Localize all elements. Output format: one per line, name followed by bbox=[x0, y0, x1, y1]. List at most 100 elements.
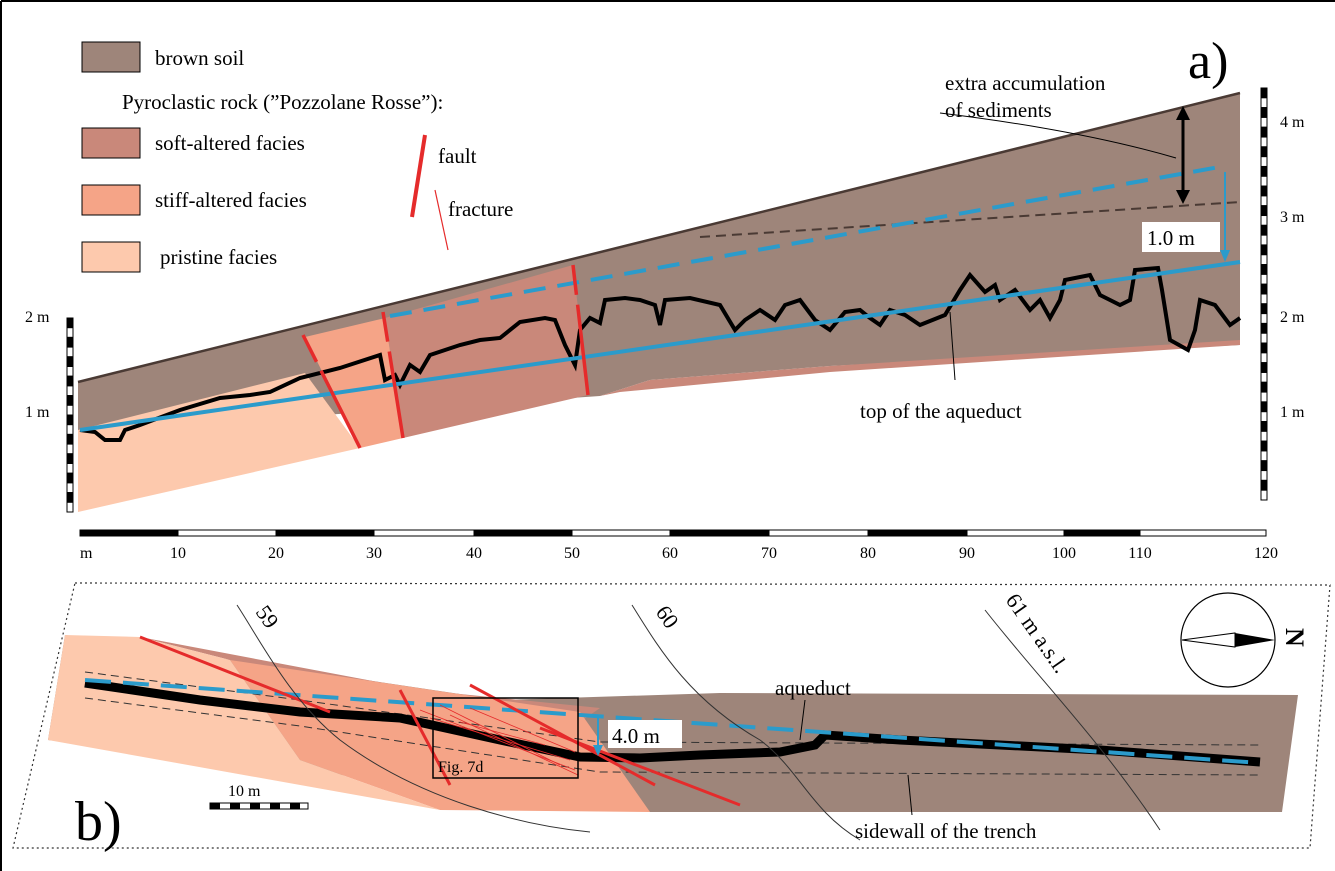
scale-segment bbox=[1064, 530, 1140, 536]
scale-segment bbox=[1261, 235, 1267, 245]
scale-segment bbox=[1140, 530, 1266, 536]
distance-label: 50 bbox=[564, 545, 580, 562]
scale-segment bbox=[1261, 382, 1267, 392]
scale-segment bbox=[670, 530, 769, 536]
scale-segment bbox=[1261, 451, 1267, 461]
scale-segment bbox=[769, 530, 868, 536]
scale-segment bbox=[67, 347, 73, 357]
scale-segment bbox=[67, 493, 73, 503]
scale-label: 10 m bbox=[228, 783, 261, 800]
distance-label: 90 bbox=[959, 545, 975, 562]
scale-segment bbox=[80, 530, 178, 536]
legend-swatch bbox=[82, 42, 140, 72]
legend-label: fault bbox=[438, 144, 477, 168]
scale-segment bbox=[276, 530, 374, 536]
legend-label: stiff-altered facies bbox=[155, 188, 307, 212]
right-scale-label: 2 m bbox=[1280, 309, 1305, 326]
distance-label: 70 bbox=[761, 545, 777, 562]
scale-segment bbox=[1261, 490, 1267, 500]
annotation: aqueduct bbox=[775, 676, 851, 700]
annotation: 1.0 m bbox=[1147, 226, 1195, 250]
scale-segment bbox=[67, 473, 73, 483]
scale-segment bbox=[67, 337, 73, 347]
right-scale-label: 3 m bbox=[1280, 209, 1305, 226]
scale-segment bbox=[1261, 353, 1267, 363]
distance-label: 110 bbox=[1128, 545, 1151, 562]
scale-segment bbox=[1261, 176, 1267, 186]
scale-segment bbox=[1261, 186, 1267, 196]
scale-segment bbox=[67, 425, 73, 435]
scale-segment bbox=[67, 367, 73, 377]
scale-segment bbox=[1261, 117, 1267, 127]
annotation: 4.0 m bbox=[612, 724, 660, 748]
scale-segment bbox=[1261, 108, 1267, 118]
left-scale-label: 2 m bbox=[25, 309, 50, 326]
scale-segment bbox=[1261, 196, 1267, 206]
distance-label: 20 bbox=[268, 545, 284, 562]
distance-label: 100 bbox=[1052, 545, 1076, 562]
scale-segment bbox=[572, 530, 670, 536]
legend-label: pristine facies bbox=[160, 245, 277, 269]
scale-segment bbox=[67, 386, 73, 396]
legend-label: soft-altered facies bbox=[155, 131, 305, 155]
distance-label: 80 bbox=[860, 545, 876, 562]
legend-heading: Pyroclastic rock (”Pozzolane Rosse”): bbox=[122, 90, 443, 114]
distance-label: 40 bbox=[466, 545, 482, 562]
legend-swatch bbox=[82, 185, 140, 215]
scale-segment bbox=[1261, 147, 1267, 157]
scale-segment bbox=[67, 396, 73, 406]
scale-segment bbox=[374, 530, 474, 536]
scale-segment bbox=[1261, 166, 1267, 176]
legend-label: brown soil bbox=[155, 46, 244, 70]
legend-label: fracture bbox=[448, 197, 513, 221]
scale-segment bbox=[1261, 137, 1267, 147]
scale-segment bbox=[1261, 294, 1267, 304]
scale-segment bbox=[67, 328, 73, 338]
scale-segment bbox=[67, 502, 73, 512]
scale-segment bbox=[1261, 363, 1267, 373]
scale-segment bbox=[1261, 422, 1267, 432]
scale-segment bbox=[1261, 255, 1267, 265]
annotation: extra accumulation bbox=[945, 71, 1106, 95]
distance-label: 30 bbox=[366, 545, 382, 562]
scale-segment bbox=[67, 444, 73, 454]
distance-label: 120 bbox=[1254, 545, 1278, 562]
left-scale-label: 1 m bbox=[25, 404, 50, 421]
legend-swatch bbox=[82, 128, 140, 158]
scale-segment bbox=[1261, 304, 1267, 314]
scale-segment bbox=[1261, 372, 1267, 382]
scale-segment bbox=[1261, 206, 1267, 216]
scale-segment bbox=[1261, 323, 1267, 333]
annotation: of sediments bbox=[945, 98, 1052, 122]
scale-segment bbox=[67, 483, 73, 493]
scale-segment bbox=[1261, 431, 1267, 441]
scale-segment bbox=[67, 405, 73, 415]
scale-segment bbox=[1261, 333, 1267, 343]
scale-segment bbox=[67, 318, 73, 328]
scale-segment bbox=[1261, 412, 1267, 422]
scale-segment bbox=[1261, 314, 1267, 324]
distance-label: m bbox=[80, 545, 93, 562]
legend-swatch bbox=[82, 242, 140, 272]
distance-label: 60 bbox=[662, 545, 678, 562]
scale-segment bbox=[1261, 284, 1267, 294]
scale-segment bbox=[1261, 157, 1267, 167]
scale-segment bbox=[1261, 274, 1267, 284]
scale-segment bbox=[1261, 461, 1267, 471]
panel-label: a) bbox=[1188, 33, 1228, 90]
inset-label: Fig. 7d bbox=[438, 759, 483, 776]
scale-segment bbox=[1261, 402, 1267, 412]
scale-segment bbox=[67, 357, 73, 367]
scale-segment bbox=[67, 464, 73, 474]
scale-segment bbox=[1261, 245, 1267, 255]
scale-segment bbox=[1261, 265, 1267, 275]
scale-segment bbox=[1261, 88, 1267, 98]
scale-segment bbox=[178, 530, 276, 536]
scale-segment bbox=[1261, 343, 1267, 353]
scale-segment bbox=[1261, 392, 1267, 402]
scale-segment bbox=[1261, 127, 1267, 137]
scale-segment bbox=[868, 530, 967, 536]
scale-segment bbox=[1261, 225, 1267, 235]
scale-segment bbox=[474, 530, 572, 536]
scale-segment bbox=[67, 454, 73, 464]
